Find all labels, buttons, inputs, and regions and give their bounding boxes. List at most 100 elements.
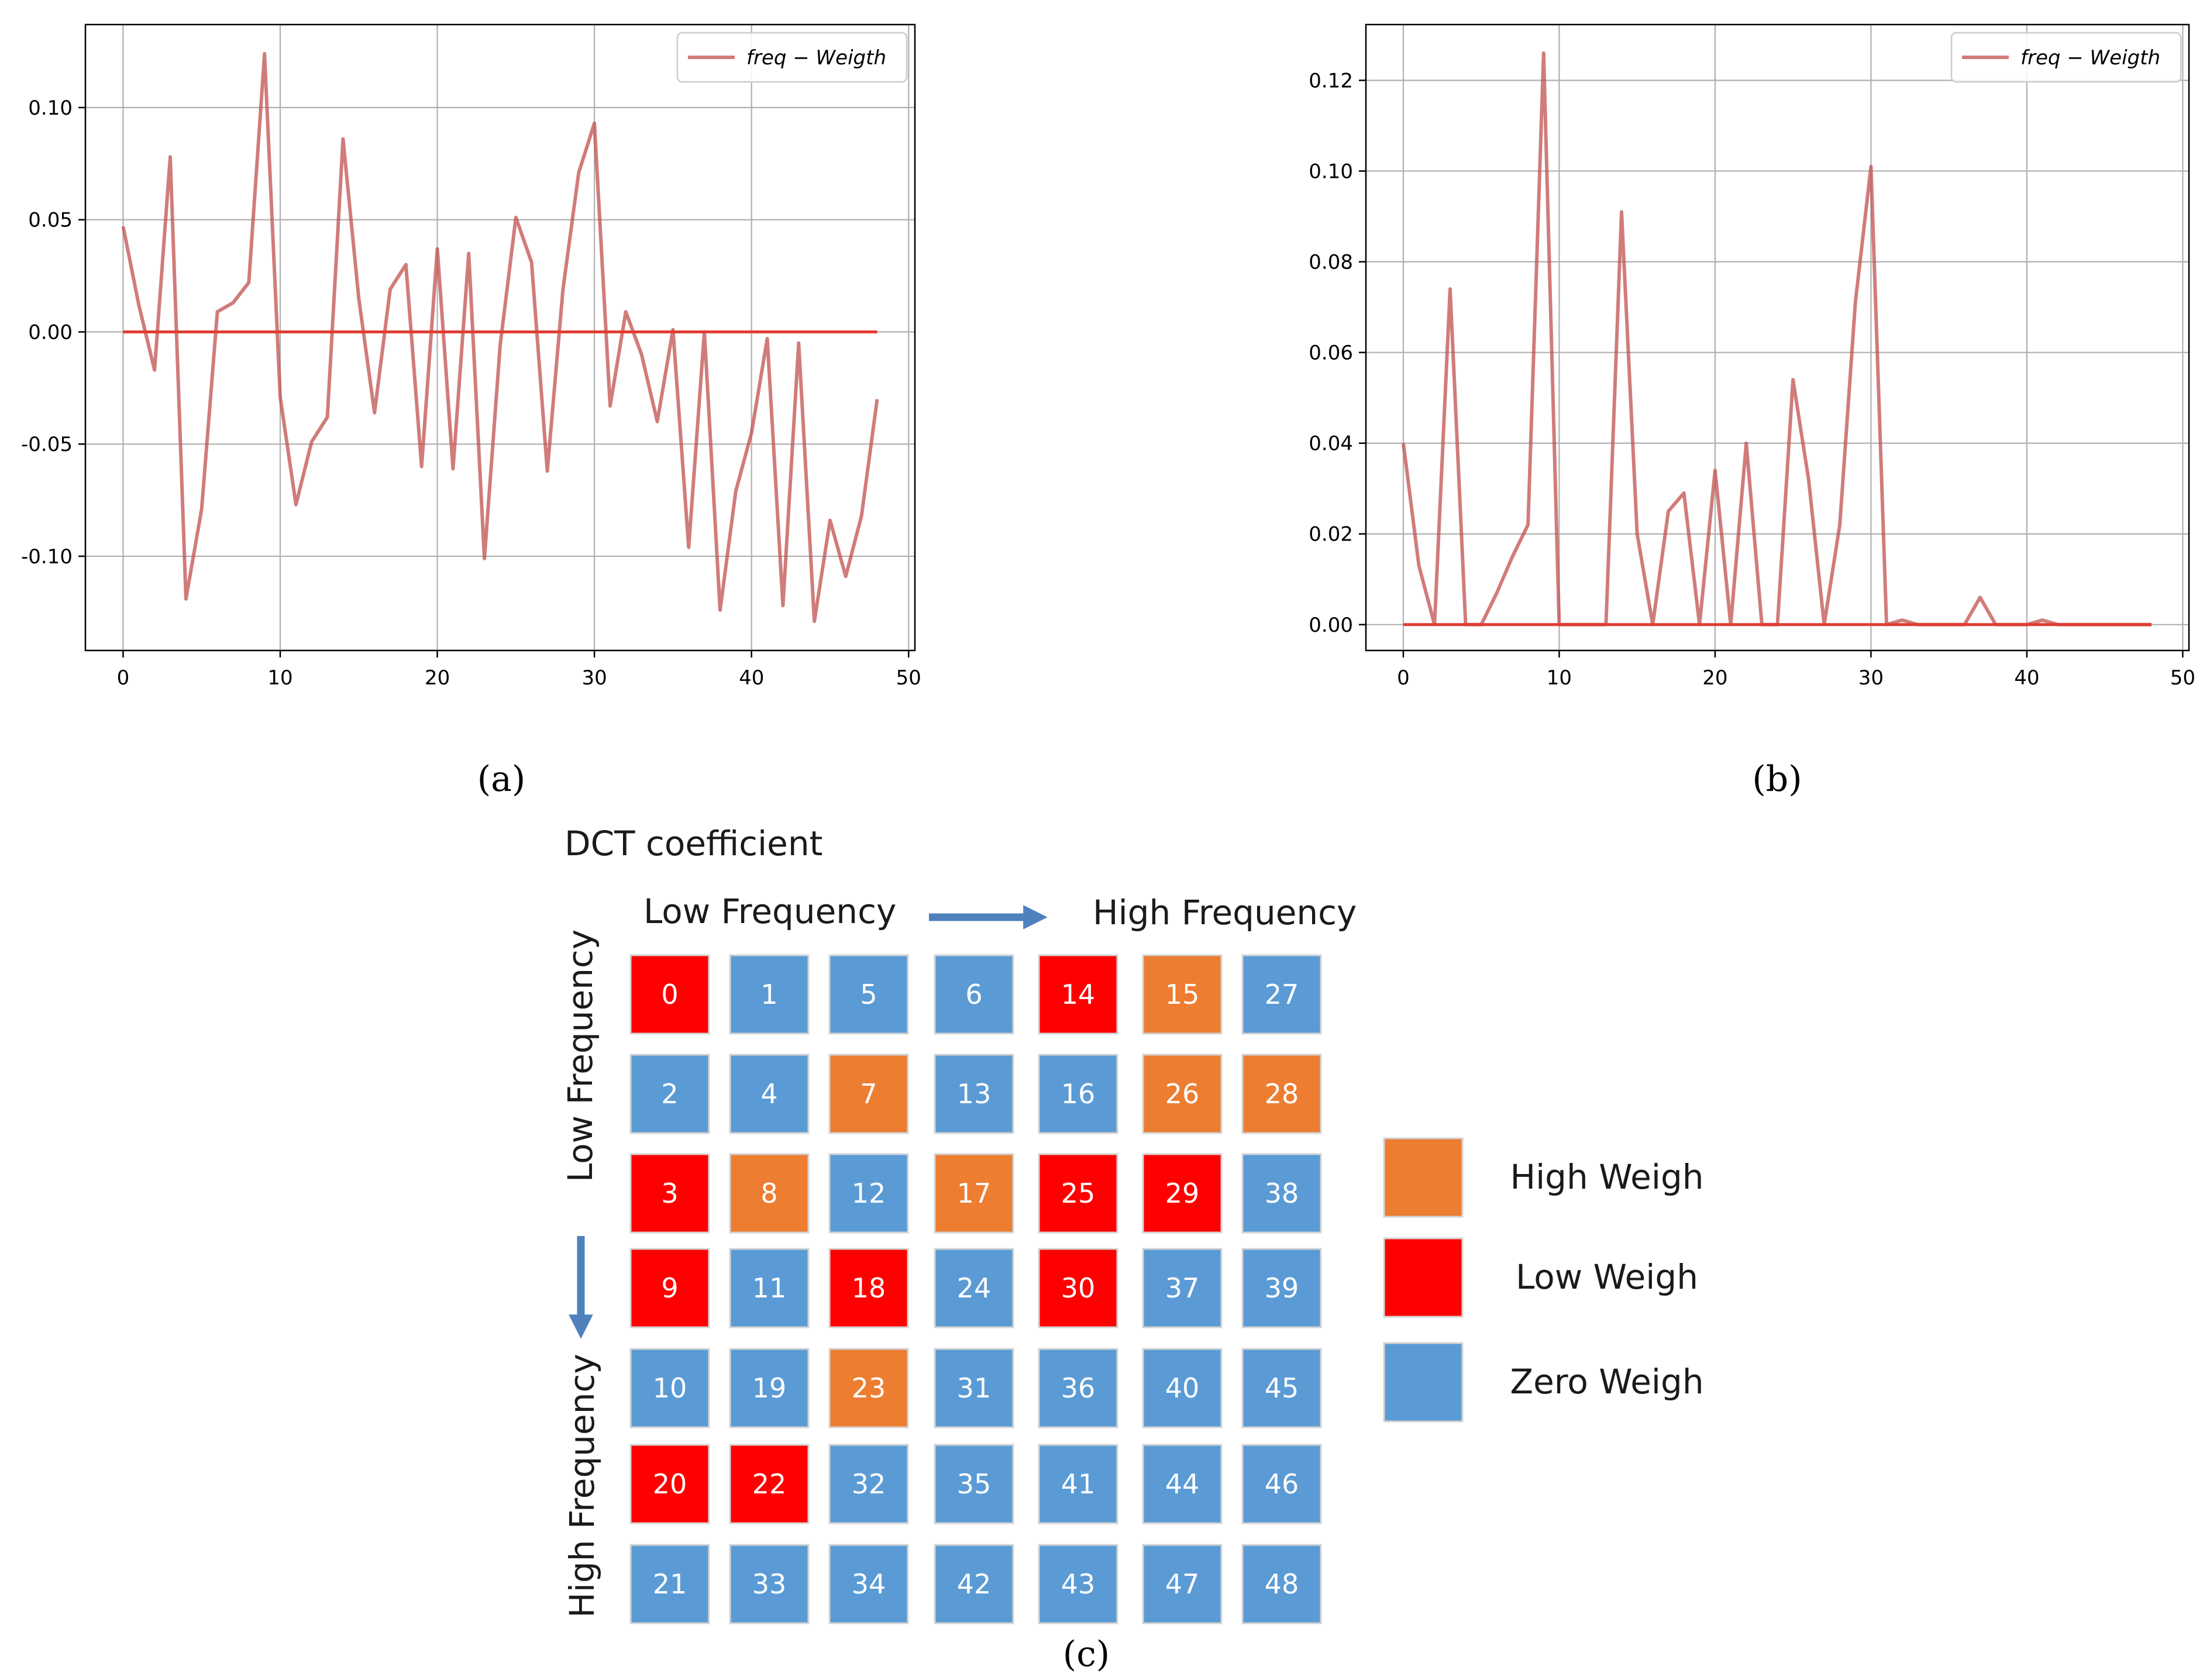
- dct-cell-high: [1241, 1054, 1322, 1134]
- dct-cell-zero: [1142, 1348, 1223, 1428]
- dct-cell-zero: [1038, 1544, 1118, 1624]
- dct-cell-low: [1142, 1153, 1223, 1234]
- dct-cell-number: 45: [1265, 1372, 1299, 1404]
- dct-cell-zero: [1241, 1248, 1322, 1328]
- dct-cell-zero: [1038, 1054, 1118, 1134]
- dct-cell-number: 14: [1061, 979, 1096, 1010]
- dct-cell-zero: [1142, 1444, 1223, 1524]
- dct-cell-number: 5: [860, 979, 877, 1010]
- side-low-frequency-label: Low Frequency: [560, 929, 600, 1182]
- dct-cell-zero: [1142, 1248, 1223, 1328]
- dct-cell-low: [629, 954, 710, 1035]
- y-tick-label: 0.04: [1309, 432, 1353, 456]
- dct-cell-high: [729, 1153, 810, 1234]
- legend-swatch-zero: [1383, 1342, 1464, 1423]
- dct-cell-low: [629, 1153, 710, 1234]
- x-tick-label: 40: [2014, 666, 2039, 690]
- dct-cell-number: 39: [1265, 1272, 1299, 1304]
- dct-cell-number: 30: [1061, 1272, 1096, 1304]
- dct-cell-number: 32: [852, 1468, 886, 1500]
- dct-cell-number: 0: [661, 979, 678, 1010]
- dct-cell-high: [1142, 954, 1223, 1035]
- x-tick-label: 10: [1547, 666, 1572, 690]
- plot-frame: [1365, 23, 2190, 652]
- x-tick-label: 20: [425, 666, 450, 690]
- dct-cell-number: 38: [1265, 1178, 1299, 1209]
- y-tick-label: 0.06: [1309, 342, 1353, 365]
- dct-cell-low: [1038, 1153, 1118, 1234]
- y-tick-label: -0.10: [21, 545, 73, 569]
- y-tick-label: 0.00: [1309, 614, 1353, 637]
- dct-cell-high: [1142, 1054, 1223, 1134]
- dct-cell-number: 28: [1265, 1078, 1299, 1110]
- x-tick-label: 0: [117, 666, 130, 690]
- dct-cell-number: 11: [752, 1272, 787, 1304]
- dct-cell-number: 2: [661, 1078, 678, 1110]
- dct-cell-zero: [1241, 1444, 1322, 1524]
- dct-cell-number: 26: [1165, 1078, 1200, 1110]
- dct-cell-number: 36: [1061, 1372, 1096, 1404]
- weight-legend: High Weigh Low Weigh Zero Weigh: [1383, 1137, 1704, 1423]
- x-tick-label: 10: [267, 666, 292, 690]
- dct-cell-number: 1: [760, 979, 777, 1010]
- x-tick-label: 50: [896, 666, 921, 690]
- dct-cell-number: 6: [965, 979, 982, 1010]
- dct-cell-number: 29: [1165, 1178, 1200, 1209]
- legend-label: freq − Weigth: [746, 46, 886, 70]
- series-line-freq-weigth: [121, 51, 879, 624]
- legend-box: [1950, 32, 2182, 83]
- dct-title: DCT coefficient: [564, 824, 822, 863]
- chart-a: 0 10 20 30 40 50 -0.10 -0.05 0.00 0.05 0.10 freq − …: [21, 23, 921, 690]
- dct-cell-number: 19: [752, 1372, 787, 1404]
- dct-cell-zero: [1038, 1444, 1118, 1524]
- dct-cell-number: 34: [852, 1568, 886, 1600]
- dct-cell-zero: [934, 1348, 1014, 1428]
- x-tick-label: 30: [1858, 666, 1884, 690]
- panel-label-a: (a): [477, 759, 526, 800]
- x-tick-label: 40: [739, 666, 764, 690]
- dct-cell-number: 41: [1061, 1468, 1096, 1500]
- dct-cell-number: 42: [957, 1568, 992, 1600]
- dct-cell-zero: [1241, 1348, 1322, 1428]
- x-tick-label: 30: [582, 666, 607, 690]
- y-tick-label: 0.08: [1309, 251, 1353, 274]
- dct-cell-zero: [729, 1544, 810, 1624]
- dct-cell-low: [1038, 1248, 1118, 1328]
- dct-cell-zero: [729, 1348, 810, 1428]
- dct-cell-number: 16: [1061, 1078, 1096, 1110]
- dct-cell-number: 22: [752, 1468, 787, 1500]
- dct-cell-number: 31: [957, 1372, 992, 1404]
- dct-cell-number: 18: [852, 1272, 886, 1304]
- legend-label-zero: Zero Weigh: [1510, 1362, 1703, 1402]
- dct-cell-zero: [629, 1348, 710, 1428]
- dct-cell-number: 46: [1265, 1468, 1299, 1500]
- dct-cell-number: 21: [653, 1568, 687, 1600]
- y-tick-label: 0.12: [1309, 69, 1353, 92]
- dct-cell-high: [934, 1153, 1014, 1234]
- dct-cell-number: 7: [860, 1078, 877, 1110]
- y-tick-label: 0.05: [28, 209, 73, 232]
- dct-cell-low: [729, 1444, 810, 1524]
- dct-grid: 0 1 5 6 14 15 272 4 7 13 16 26 283 8 12 17 25 29 389 11 18 24…: [629, 954, 1322, 1624]
- dct-cell-number: 23: [852, 1372, 886, 1404]
- dct-cell-zero: [629, 1054, 710, 1134]
- dct-cell-number: 3: [661, 1178, 678, 1209]
- dct-cell-number: 27: [1265, 979, 1299, 1010]
- dct-cell-zero: [729, 1248, 810, 1328]
- dct-cell-number: 17: [957, 1178, 992, 1209]
- dct-cell-low: [629, 1444, 710, 1524]
- x-tick-label: 20: [1702, 666, 1727, 690]
- dct-cell-number: 13: [957, 1078, 992, 1110]
- dct-cell-number: 12: [852, 1178, 886, 1209]
- dct-cell-high: [828, 1054, 909, 1134]
- y-tick-label: 0.10: [1309, 160, 1353, 183]
- dct-cell-number: 37: [1165, 1272, 1200, 1304]
- dct-cell-zero: [934, 954, 1014, 1035]
- plot-frame: [84, 23, 916, 652]
- dct-cell-zero: [629, 1544, 710, 1624]
- dct-cell-zero: [934, 1444, 1014, 1524]
- top-high-frequency-label: High Frequency: [1093, 893, 1357, 932]
- dct-cell-zero: [828, 1444, 909, 1524]
- dct-cell-zero: [828, 1544, 909, 1624]
